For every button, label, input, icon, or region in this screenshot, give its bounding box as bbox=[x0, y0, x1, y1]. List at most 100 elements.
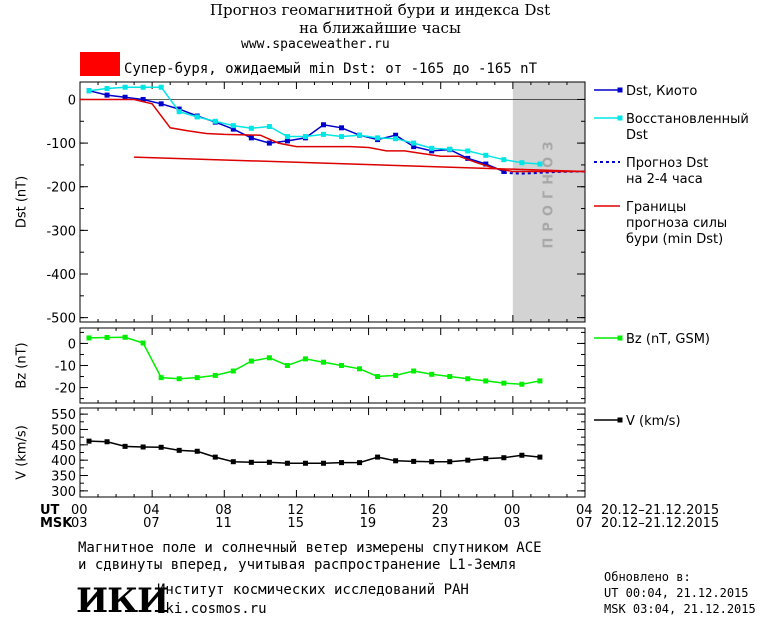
data-point bbox=[483, 378, 489, 384]
data-point bbox=[248, 135, 254, 141]
data-point bbox=[411, 368, 417, 374]
data-point bbox=[230, 459, 236, 465]
updated-ut: UT 00:04, 21.12.2015 bbox=[604, 586, 749, 600]
data-point bbox=[447, 146, 453, 152]
panel-frame-1 bbox=[79, 81, 586, 323]
y-tick-label: 350 bbox=[51, 470, 76, 485]
legend-label: V (km/s) bbox=[626, 414, 681, 429]
series-line-1-1 bbox=[88, 89, 505, 173]
data-point bbox=[230, 123, 236, 129]
series-line-1-4 bbox=[80, 98, 585, 173]
data-point bbox=[158, 444, 164, 450]
data-point bbox=[212, 454, 218, 460]
data-point bbox=[302, 356, 308, 362]
data-point bbox=[194, 114, 200, 120]
data-point bbox=[357, 132, 363, 138]
legend-label: прогноза силы bbox=[626, 216, 727, 231]
msk-tick-label: 11 bbox=[215, 516, 232, 531]
series-line-1-5 bbox=[134, 156, 586, 173]
ut-tick-label: 16 bbox=[359, 503, 377, 518]
legend-label: Восстановленный bbox=[626, 112, 749, 127]
data-point bbox=[140, 444, 146, 450]
data-point bbox=[465, 155, 471, 161]
msk-tick-label: 23 bbox=[431, 516, 449, 531]
data-point bbox=[501, 455, 507, 461]
y-tick-label: 0 bbox=[68, 337, 76, 352]
ut-tick-label: 04 bbox=[576, 503, 593, 518]
data-point bbox=[194, 375, 200, 381]
data-point bbox=[140, 84, 146, 90]
legend-entry-6: V (km/s) bbox=[594, 414, 681, 429]
legend-entry-1: Dst, Киото bbox=[594, 84, 697, 99]
data-point bbox=[212, 372, 218, 378]
data-point bbox=[284, 460, 290, 466]
ut-axis-label: UT bbox=[40, 503, 60, 518]
data-point bbox=[320, 460, 326, 466]
data-point bbox=[357, 460, 363, 466]
data-point bbox=[465, 457, 471, 463]
data-point bbox=[266, 124, 272, 130]
data-point bbox=[465, 148, 471, 154]
y-tick-label: -100 bbox=[46, 137, 76, 152]
y-tick-label: 0 bbox=[68, 93, 76, 108]
data-point bbox=[158, 101, 164, 107]
data-point bbox=[339, 460, 345, 466]
ut-tick-label: 20 bbox=[431, 503, 449, 518]
y-tick-label: 550 bbox=[51, 408, 76, 423]
forecast-region bbox=[512, 82, 585, 322]
y-tick-label: 500 bbox=[51, 423, 76, 438]
data-point bbox=[429, 371, 435, 377]
org-url[interactable]: iki.cosmos.ru bbox=[157, 601, 267, 617]
data-point bbox=[104, 86, 110, 92]
y-tick-label: 400 bbox=[51, 454, 76, 469]
ut-tick-label: 04 bbox=[143, 503, 160, 518]
data-point bbox=[176, 447, 182, 453]
data-point bbox=[230, 126, 236, 132]
ut-date-range: 20.12–21.12.2015 bbox=[601, 503, 720, 518]
msk-date-range: 20.12–21.12.2015 bbox=[601, 516, 720, 531]
data-point bbox=[375, 374, 381, 380]
data-point bbox=[411, 458, 417, 464]
data-point bbox=[176, 106, 182, 112]
legend-swatch-marker bbox=[617, 417, 623, 423]
iki-logo: ИКИ bbox=[76, 581, 169, 621]
legend-label: Прогноз Dst bbox=[626, 156, 708, 171]
data-point bbox=[339, 363, 345, 368]
legend-label: Bz (nT, GSM) bbox=[626, 332, 710, 347]
series-line-3-1 bbox=[88, 440, 540, 464]
data-point bbox=[411, 144, 417, 150]
data-point bbox=[537, 161, 543, 167]
msk-tick-label: 03 bbox=[503, 516, 521, 531]
data-point bbox=[320, 122, 326, 128]
data-point bbox=[519, 160, 525, 166]
data-point bbox=[194, 448, 200, 454]
y-tick-label: -10 bbox=[55, 360, 76, 375]
updated-label: Обновлено в: bbox=[604, 570, 691, 584]
forecast-watermark: ПРОГНОЗ bbox=[541, 136, 556, 249]
series-line-2-1 bbox=[88, 336, 541, 386]
msk-tick-label: 19 bbox=[359, 516, 377, 531]
data-point bbox=[357, 366, 363, 372]
legend-swatch-marker bbox=[617, 87, 623, 93]
data-point bbox=[104, 439, 110, 445]
data-point bbox=[447, 459, 453, 465]
measurement-note-line2: и сдвинуты вперед, учитывая распростране… bbox=[78, 557, 517, 573]
data-point bbox=[537, 454, 543, 460]
data-point bbox=[86, 335, 92, 341]
panel-frame-3 bbox=[79, 407, 586, 498]
data-point bbox=[176, 376, 182, 382]
data-point bbox=[429, 459, 435, 465]
data-point bbox=[483, 161, 489, 167]
data-point bbox=[104, 92, 110, 98]
panel-frame-2 bbox=[79, 327, 586, 404]
y-tick-label: -20 bbox=[55, 382, 76, 397]
y-tick-label: -400 bbox=[46, 268, 76, 283]
ut-tick-label: 00 bbox=[71, 503, 88, 518]
data-point bbox=[122, 334, 128, 340]
data-point bbox=[501, 380, 507, 386]
legend-label: бури (min Dst) bbox=[626, 232, 723, 247]
data-point bbox=[248, 125, 254, 131]
updated-msk: MSK 03:04, 21.12.2015 bbox=[604, 602, 756, 616]
data-point bbox=[230, 368, 236, 374]
